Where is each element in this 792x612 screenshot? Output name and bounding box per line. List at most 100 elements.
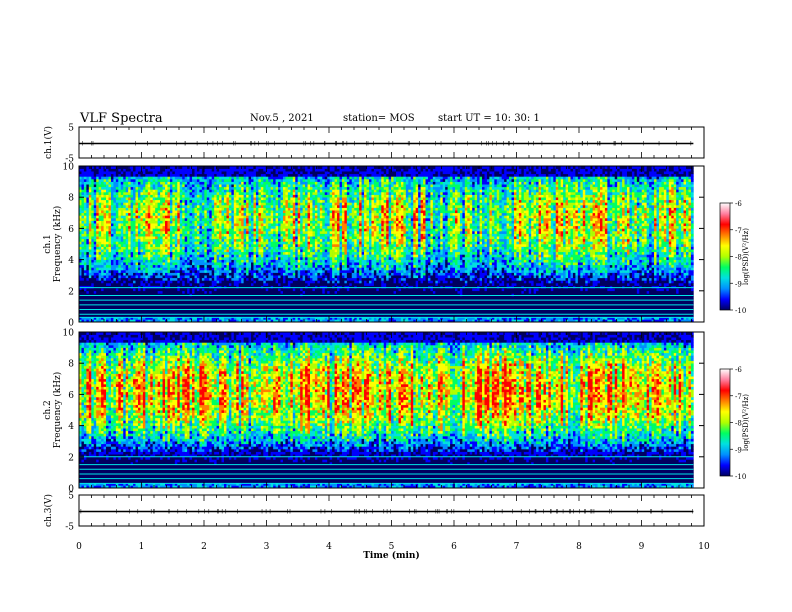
psd-cell <box>199 189 202 192</box>
psd-cell <box>229 208 232 211</box>
psd-cell <box>195 273 198 276</box>
psd-cell <box>128 171 131 174</box>
psd-cell <box>113 205 116 208</box>
psd-cell <box>108 200 111 203</box>
psd-cell <box>143 208 146 211</box>
psd-cell <box>155 273 158 276</box>
psd-cell <box>199 278 202 281</box>
psd-cell <box>266 257 269 260</box>
psd-cell <box>143 176 146 179</box>
psd-cell <box>123 189 126 192</box>
psd-cell <box>155 247 158 250</box>
psd-cell <box>199 184 202 187</box>
psd-cell <box>209 234 212 237</box>
psd-cell <box>187 213 190 216</box>
psd-cell <box>261 187 264 190</box>
psd-cell <box>180 275 183 278</box>
psd-cell <box>111 244 114 247</box>
psd-cell <box>263 278 266 281</box>
psd-cell <box>253 278 256 281</box>
psd-cell <box>273 213 276 216</box>
psd-cell <box>91 202 94 205</box>
psd-cell <box>150 239 153 242</box>
psd-cell <box>217 195 220 198</box>
psd-cell <box>138 215 141 218</box>
psd-cell <box>236 283 239 286</box>
psd-cell <box>155 202 158 205</box>
psd-cell <box>251 231 254 234</box>
psd-cell <box>236 213 239 216</box>
psd-cell <box>170 197 173 200</box>
psd-cell <box>180 202 183 205</box>
psd-cell <box>121 218 124 221</box>
psd-cell <box>180 296 183 299</box>
psd-cell <box>128 221 131 224</box>
psd-cell <box>133 169 136 172</box>
psd-cell <box>197 179 200 182</box>
psd-cell <box>197 192 200 195</box>
psd-cell <box>249 187 252 190</box>
psd-cell <box>155 306 158 309</box>
psd-cell <box>136 176 139 179</box>
psd-cell <box>94 221 97 224</box>
psd-cell <box>253 184 256 187</box>
psd-cell <box>89 244 92 247</box>
psd-cell <box>197 208 200 211</box>
psd-cell <box>273 247 276 250</box>
psd-cell <box>145 254 148 257</box>
psd-cell <box>86 197 89 200</box>
psd-cell <box>160 275 163 278</box>
psd-cell <box>199 215 202 218</box>
psd-cell <box>175 273 178 276</box>
psd-cell <box>234 197 237 200</box>
psd-cell <box>187 176 190 179</box>
psd-cell <box>180 291 183 294</box>
psd-cell <box>133 197 136 200</box>
psd-cell <box>192 241 195 244</box>
psd-cell <box>172 208 175 211</box>
psd-cell <box>202 275 205 278</box>
psd-cell <box>167 283 170 286</box>
psd-cell <box>128 267 131 270</box>
psd-cell <box>170 280 173 283</box>
psd-cell <box>153 231 156 234</box>
psd-cell <box>167 179 170 182</box>
psd-cell <box>244 283 247 286</box>
psd-cell <box>81 221 84 224</box>
psd-cell <box>116 257 119 260</box>
psd-cell <box>234 226 237 229</box>
psd-cell <box>91 273 94 276</box>
psd-cell <box>251 223 254 226</box>
psd-cell <box>273 189 276 192</box>
psd-cell <box>180 174 183 177</box>
psd-cell <box>222 239 225 242</box>
psd-cell <box>268 213 271 216</box>
psd-cell <box>212 189 215 192</box>
psd-cell <box>187 239 190 242</box>
psd-cell <box>148 234 151 237</box>
psd-cell <box>244 239 247 242</box>
psd-cell <box>209 239 212 242</box>
psd-cell <box>86 296 89 299</box>
psd-cell <box>170 270 173 273</box>
psd-cell <box>202 244 205 247</box>
psd-cell <box>150 267 153 270</box>
psd-cell <box>94 215 97 218</box>
psd-cell <box>94 192 97 195</box>
psd-cell <box>185 249 188 252</box>
psd-cell <box>234 296 237 299</box>
psd-cell <box>138 182 141 185</box>
psd-cell <box>192 169 195 172</box>
psd-cell <box>104 231 107 234</box>
psd-cell <box>158 179 161 182</box>
psd-cell <box>231 169 234 172</box>
psd-cell <box>258 241 261 244</box>
psd-cell <box>214 257 217 260</box>
psd-cell <box>271 228 274 231</box>
psd-cell <box>185 257 188 260</box>
psd-cell <box>148 218 151 221</box>
psd-cell <box>177 254 180 257</box>
psd-cell <box>234 231 237 234</box>
psd-cell <box>182 187 185 190</box>
psd-cell <box>148 249 151 252</box>
